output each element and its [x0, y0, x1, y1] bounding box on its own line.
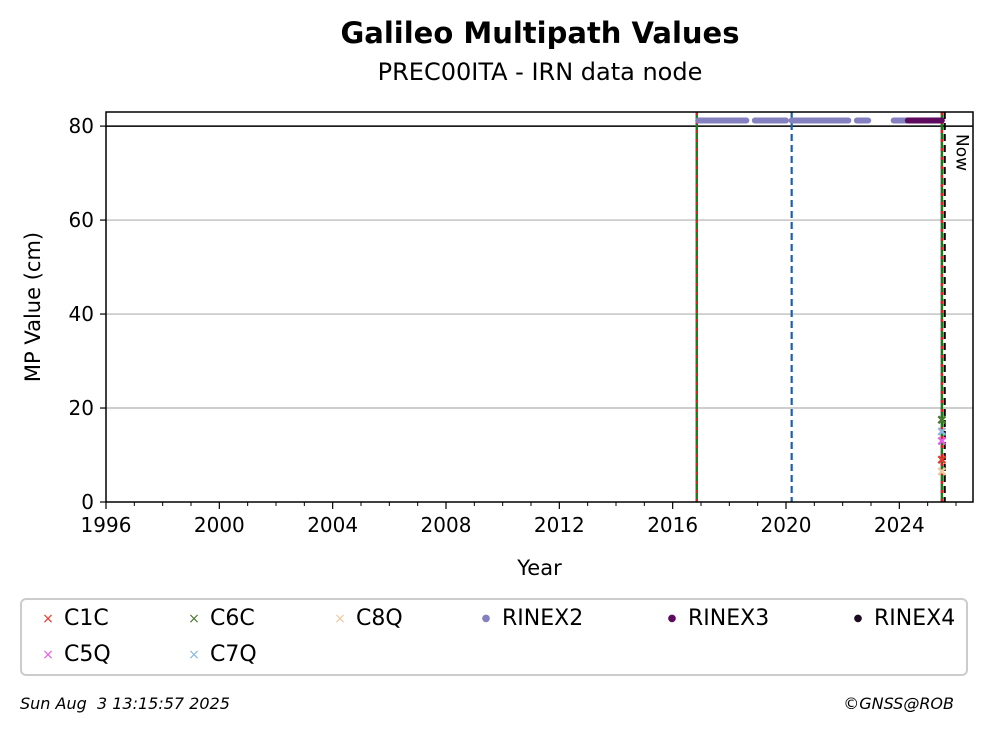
copyright: ©GNSS@ROB — [843, 694, 954, 713]
now-label: Now — [952, 134, 972, 171]
legend-label: RINEX2 — [502, 606, 584, 631]
timestamp: Sun Aug 3 13:15:57 2025 — [20, 694, 230, 713]
legend-label: RINEX4 — [874, 606, 956, 631]
x-tick-label: 2008 — [421, 513, 472, 537]
y-tick-label: 20 — [69, 396, 94, 420]
legend-item-rinex3: ● RINEX3 — [666, 606, 770, 631]
legend-label: RINEX3 — [688, 606, 770, 631]
grid-lines — [106, 125, 973, 409]
legend-marker-icon: × — [42, 610, 54, 627]
legend-item-c8q: × C8Q — [334, 606, 403, 631]
y-tick-label: 40 — [69, 302, 94, 326]
chart-subtitle: PREC00ITA - IRN data node — [377, 58, 703, 86]
legend-item-rinex2: ● RINEX2 — [480, 606, 584, 631]
chart-title: Galileo Multipath Values — [340, 16, 740, 50]
x-tick-label: 1996 — [81, 513, 132, 537]
vertical-markers: Now — [695, 112, 972, 502]
series-c5q-point — [937, 436, 947, 446]
y-tick-label: 60 — [69, 208, 94, 232]
legend-label: C8Q — [356, 606, 403, 631]
y-tick-label: 0 — [81, 490, 94, 514]
legend-marker-icon: × — [334, 610, 346, 627]
series-c6c-point — [937, 415, 947, 425]
legend-label: C6C — [210, 606, 255, 631]
legend-marker-icon: × — [42, 646, 54, 663]
x-tick-label: 2004 — [307, 513, 358, 537]
legend: × C1C × C6C × C8Q ● RINEX2 ● RINEX3 ● RINEX4 × C5Q × C7… — [20, 598, 968, 676]
legend-item-c5q: × C5Q — [42, 642, 111, 667]
data-points — [695, 117, 947, 476]
legend-label: C7Q — [210, 642, 257, 667]
x-axis-label: Year — [516, 556, 562, 580]
y-axis-label: MP Value (cm) — [21, 232, 45, 382]
legend-marker-icon: ● — [667, 612, 677, 624]
legend-marker-icon: × — [188, 646, 200, 663]
legend-marker-icon: ● — [481, 612, 491, 624]
series-c8q-point — [937, 467, 947, 476]
legend-marker-icon: ● — [853, 612, 863, 624]
x-tick-label: 2012 — [534, 513, 585, 537]
multipath-plot: Now 0 20 40 60 80 1996 2000 2004 2008 2012 2016 202… — [21, 111, 974, 580]
legend-item-c1c: × C1C — [42, 606, 109, 631]
axis-ticks: 0 20 40 60 80 1996 2000 2004 2008 2012 2016 2020 202… — [69, 114, 957, 537]
y-tick-label: 80 — [69, 114, 94, 138]
legend-item-c7q: × C7Q — [188, 642, 257, 667]
legend-label: C5Q — [64, 642, 111, 667]
x-tick-label: 2020 — [761, 513, 812, 537]
x-tick-label: 2000 — [194, 513, 245, 537]
legend-marker-icon: × — [188, 610, 200, 627]
legend-item-rinex4: ● RINEX4 — [852, 606, 956, 631]
x-tick-label: 2016 — [647, 513, 698, 537]
legend-label: C1C — [64, 606, 109, 631]
series-c7q-point — [937, 427, 947, 436]
legend-item-c6c: × C6C — [188, 606, 255, 631]
x-tick-label: 2024 — [874, 513, 925, 537]
axes-frame — [105, 111, 974, 503]
series-c1c-point — [937, 455, 947, 465]
